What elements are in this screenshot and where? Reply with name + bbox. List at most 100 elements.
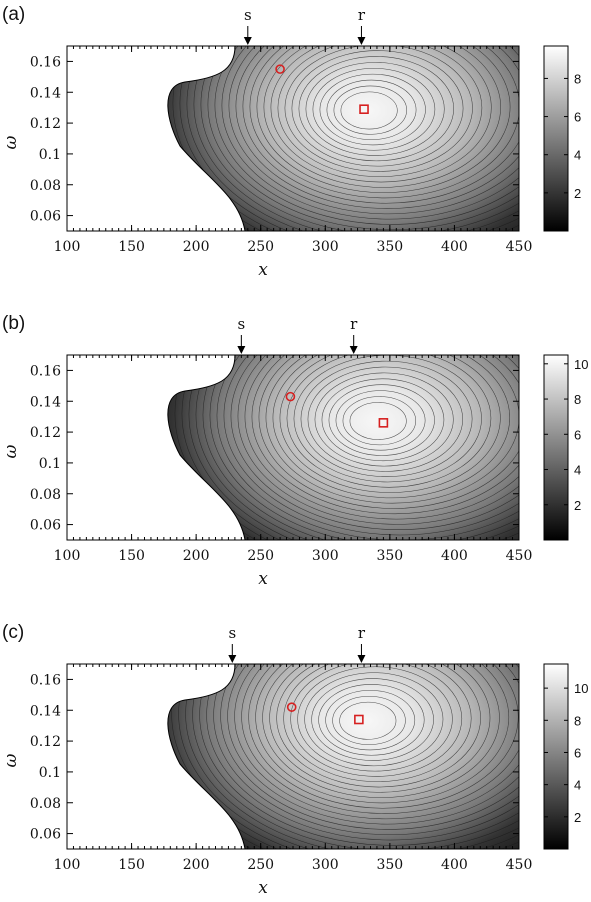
x-tick-label: 450 bbox=[506, 548, 533, 564]
contour-line bbox=[186, 46, 519, 231]
contour-line bbox=[172, 46, 275, 231]
arrow-head bbox=[237, 346, 246, 354]
marker-arrow-r: r bbox=[357, 6, 366, 45]
contour-line bbox=[249, 46, 519, 199]
arrow-label: s bbox=[237, 315, 245, 333]
y-axis-title: ω bbox=[1, 135, 21, 149]
panel-label: (a) bbox=[2, 4, 25, 25]
contour-line bbox=[216, 355, 519, 540]
contour-line bbox=[286, 355, 492, 488]
x-tick-label: 200 bbox=[183, 239, 210, 255]
arrow-head bbox=[357, 37, 366, 45]
contour-line bbox=[200, 46, 519, 231]
x-tick-label: 250 bbox=[247, 239, 274, 255]
square-marker bbox=[378, 418, 389, 428]
region-boundary bbox=[167, 355, 246, 540]
colorbar-tick-label: 10 bbox=[574, 357, 588, 372]
x-tick-label: 200 bbox=[183, 857, 210, 873]
contour-line bbox=[311, 678, 434, 761]
contour-line bbox=[312, 67, 436, 151]
contour-line bbox=[207, 46, 519, 230]
contour-line bbox=[230, 355, 519, 530]
contour-line bbox=[340, 91, 398, 130]
x-tick-label: 300 bbox=[312, 548, 339, 564]
contour-line bbox=[213, 664, 519, 835]
contour-line bbox=[297, 666, 453, 772]
contour-line bbox=[277, 46, 483, 178]
x-tick-label: 400 bbox=[441, 857, 468, 873]
contour-line bbox=[269, 664, 491, 793]
contour-line bbox=[227, 664, 519, 825]
colorbar: 2 4 6 8 bbox=[543, 45, 581, 232]
x-tick-label: 100 bbox=[54, 857, 81, 873]
colorbar-tick-label: 8 bbox=[574, 71, 581, 86]
contour-line bbox=[339, 701, 397, 740]
contour-line bbox=[263, 46, 501, 188]
colorbar-tick-label: 6 bbox=[574, 110, 581, 125]
arrow-head bbox=[228, 655, 237, 663]
x-tick-label: 300 bbox=[312, 857, 339, 873]
x-tick-label: 200 bbox=[183, 548, 210, 564]
contour-line bbox=[209, 355, 519, 540]
x-tick-label: 150 bbox=[118, 548, 145, 564]
contour-line bbox=[195, 355, 519, 540]
colorbar-tick-label: 4 bbox=[574, 778, 581, 793]
circle-marker bbox=[285, 391, 296, 402]
contour-line bbox=[255, 664, 510, 804]
contour-line bbox=[321, 378, 445, 462]
y-tick-label: 0.08 bbox=[30, 487, 61, 503]
contour-line bbox=[221, 46, 519, 220]
marker-arrow-s: s bbox=[243, 6, 252, 45]
contour-line bbox=[171, 664, 519, 849]
contour-line bbox=[258, 355, 519, 509]
x-tick-label: 350 bbox=[376, 857, 403, 873]
contour-line bbox=[223, 355, 519, 536]
contour-line bbox=[276, 664, 481, 788]
y-tick-label: 0.16 bbox=[30, 672, 61, 688]
contour-line bbox=[242, 46, 519, 204]
region-boundary bbox=[167, 664, 246, 849]
contour-line bbox=[174, 355, 269, 540]
contour-line bbox=[244, 355, 519, 520]
panel-a: (a) 100 150 200 250 300 350 400 450 0.06 0.08 0.1 0.… bbox=[1, 4, 581, 280]
contour-line bbox=[206, 664, 519, 841]
region-boundary bbox=[167, 46, 246, 231]
arrow-label: s bbox=[228, 624, 236, 642]
x-axis-title: x bbox=[258, 569, 268, 589]
y-axis-title: ω bbox=[1, 753, 21, 767]
x-tick-label: 300 bbox=[312, 239, 339, 255]
contour-line bbox=[332, 695, 406, 745]
contour-line bbox=[220, 664, 519, 830]
contour-line bbox=[272, 355, 510, 499]
colorbar-tick-label: 10 bbox=[574, 681, 588, 696]
colorbar-scale bbox=[543, 663, 569, 850]
y-tick-label: 0.14 bbox=[30, 703, 61, 719]
x-tick-label: 100 bbox=[54, 239, 81, 255]
contour-line bbox=[234, 664, 519, 820]
contour-line bbox=[333, 85, 407, 135]
contour-line bbox=[251, 355, 519, 515]
square-marker bbox=[359, 104, 369, 115]
minor-ticks bbox=[66, 46, 520, 231]
undefined-region bbox=[67, 46, 245, 231]
x-tick-label: 350 bbox=[376, 239, 403, 255]
colorbar-tick-label: 8 bbox=[574, 713, 581, 728]
arrow-head bbox=[349, 346, 358, 354]
arrow-head bbox=[243, 37, 252, 45]
marker-arrow-s: s bbox=[237, 315, 246, 354]
contour-line bbox=[228, 46, 519, 215]
marker-arrow-s: s bbox=[228, 624, 237, 663]
contour-line bbox=[304, 672, 444, 767]
y-tick-label: 0.12 bbox=[30, 116, 61, 132]
colorbar-tick-label: 4 bbox=[574, 463, 581, 478]
y-tick-label: 0.08 bbox=[30, 178, 61, 194]
marker-arrow-r: r bbox=[349, 315, 358, 354]
contour-line bbox=[335, 390, 426, 451]
x-tick-label: 400 bbox=[441, 239, 468, 255]
colorbar-tick-label: 2 bbox=[574, 498, 581, 513]
contour-field bbox=[67, 355, 519, 540]
arrow-label: r bbox=[358, 624, 366, 642]
contour-line bbox=[319, 73, 426, 146]
panel-b: (b) 100 150 200 250 300 350 400 450 0.06 0.08 0.1 0.… bbox=[1, 313, 588, 589]
